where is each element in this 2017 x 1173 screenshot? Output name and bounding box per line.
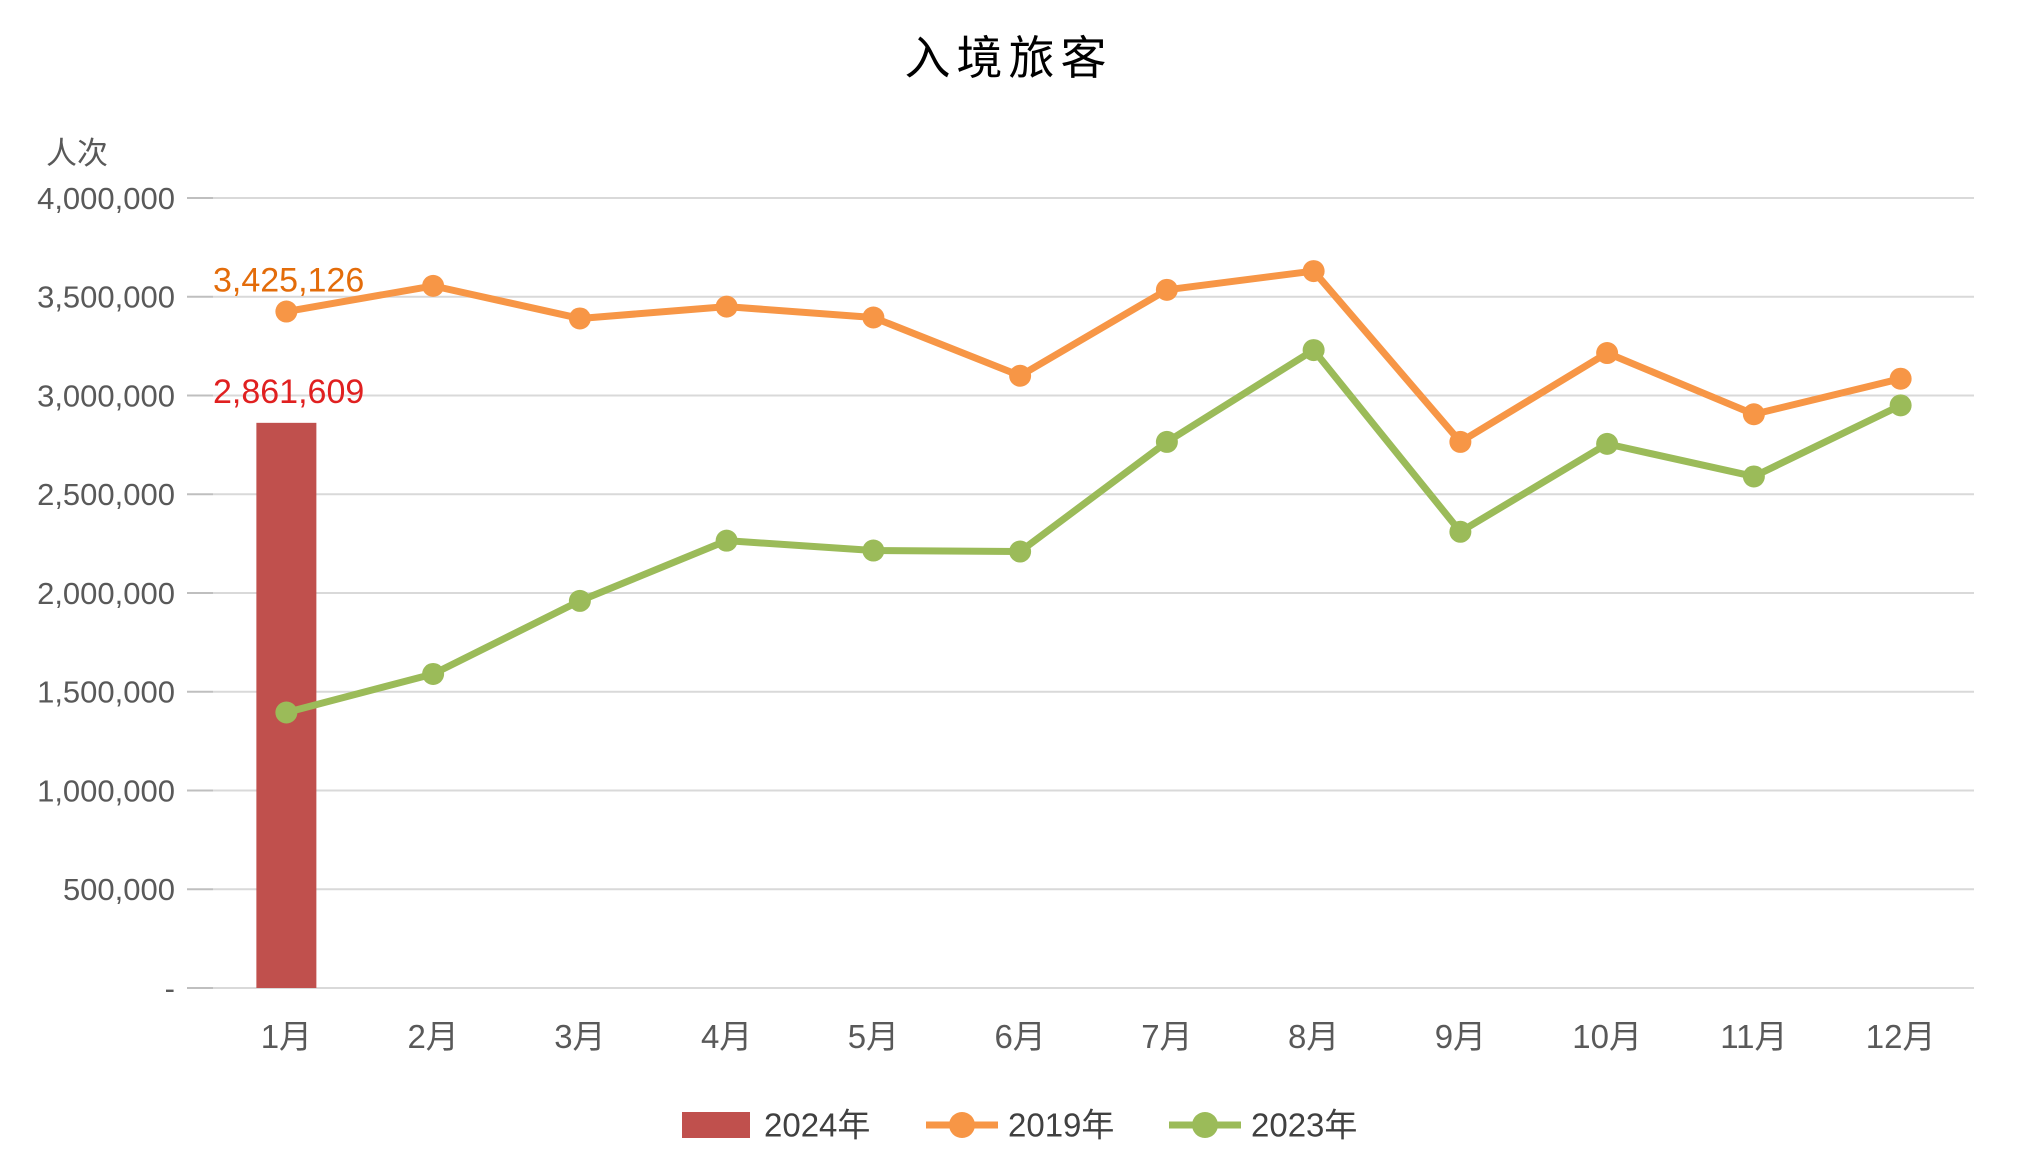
legend-label-2023年: 2023年	[1251, 1107, 1357, 1144]
y-axis-tick-label: 2,500,000	[37, 477, 175, 512]
marker-2023年	[1889, 394, 1912, 417]
legend-label-2024年: 2024年	[764, 1107, 870, 1144]
x-axis-tick-label: 6月	[994, 1018, 1045, 1055]
marker-2023年	[1449, 520, 1472, 543]
x-axis-tick-label: 5月	[848, 1018, 899, 1055]
x-axis-tick-label: 8月	[1288, 1018, 1339, 1055]
marker-2019年	[1889, 367, 1912, 390]
y-axis-tick-label: 3,000,000	[37, 378, 175, 413]
marker-2023年	[275, 701, 298, 724]
legend-swatch-2024年	[682, 1112, 750, 1138]
marker-2019年	[568, 307, 591, 330]
x-axis-tick-label: 10月	[1572, 1018, 1642, 1055]
x-axis-tick-label: 4月	[701, 1018, 752, 1055]
legend-marker-2023年	[1192, 1112, 1218, 1138]
marker-2019年	[862, 306, 885, 329]
x-axis-tick-label: 1月	[261, 1018, 312, 1055]
x-axis-tick-label: 12月	[1866, 1018, 1936, 1055]
y-axis-tick-label: -	[165, 971, 175, 1006]
marker-2023年	[1155, 430, 1178, 453]
marker-2023年	[715, 529, 738, 552]
data-label-2019年: 3,425,126	[213, 262, 364, 300]
chart-title: 入境旅客	[904, 32, 1113, 84]
marker-2023年	[1009, 540, 1032, 563]
line-2019年	[282, 267, 1905, 446]
marker-2023年	[568, 589, 591, 612]
y-axis-tick-label: 500,000	[63, 872, 175, 907]
marker-2019年	[1302, 260, 1325, 283]
legend-marker-2019年	[949, 1112, 975, 1138]
marker-2023年	[862, 539, 885, 562]
y-axis-tick-label: 4,000,000	[37, 181, 175, 216]
y-axis-tick-label: 3,500,000	[37, 280, 175, 315]
y-axis-tick-label: 1,000,000	[37, 773, 175, 808]
legend-item-2023年: 2023年	[1169, 1107, 1357, 1144]
legend-label-2019年: 2019年	[1008, 1107, 1114, 1144]
x-axis-tick-label: 2月	[407, 1018, 458, 1055]
legend-item-2024年: 2024年	[682, 1107, 870, 1144]
marker-2023年	[1596, 432, 1619, 455]
marker-2019年	[275, 300, 298, 323]
x-axis-tick-label: 9月	[1435, 1018, 1486, 1055]
marker-2019年	[1449, 430, 1472, 453]
x-axis-tick-label: 11月	[1720, 1018, 1787, 1055]
marker-2023年	[422, 662, 445, 685]
line-2023年	[282, 346, 1905, 716]
marker-2019年	[422, 274, 445, 297]
y-axis-tick-label: 2,000,000	[37, 576, 175, 611]
marker-2023年	[1302, 339, 1325, 362]
y-axis-tick-label: 1,500,000	[37, 675, 175, 710]
marker-2023年	[1742, 465, 1765, 488]
data-label-2024年: 2,861,609	[213, 373, 364, 411]
marker-2019年	[1742, 403, 1765, 426]
legend-item-2019年: 2019年	[926, 1107, 1114, 1144]
marker-2019年	[1596, 342, 1619, 365]
y-axis-unit-label: 人次	[46, 136, 108, 171]
marker-2019年	[1155, 278, 1178, 301]
marker-2019年	[715, 295, 738, 318]
marker-2019年	[1009, 364, 1032, 387]
x-axis-tick-label: 7月	[1141, 1018, 1192, 1055]
x-axis-tick-label: 3月	[554, 1018, 605, 1055]
